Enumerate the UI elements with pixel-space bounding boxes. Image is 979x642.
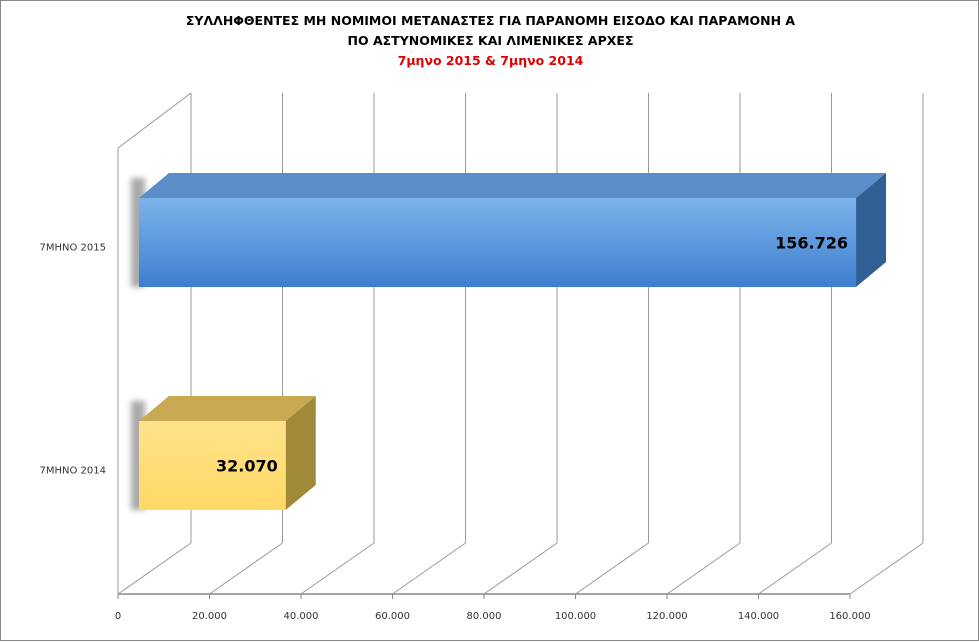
x-tick-label: 40.000 <box>284 611 319 622</box>
category-label: 7ΜΗΝΟ 2014 <box>40 466 107 477</box>
chart-title-line2: ΠΟ ΑΣΤΥΝΟΜΙΚΕΣ ΚΑΙ ΛΙΜΕΝΙΚΕΣ ΑΡΧΕΣ <box>347 33 634 48</box>
data-label: 32.070 <box>216 457 278 476</box>
x-tick-label: 140.000 <box>738 611 779 622</box>
x-tick-label: 0 <box>115 611 121 622</box>
bar-side-face <box>285 396 316 510</box>
gridline-floor <box>849 542 924 595</box>
x-tick-label: 80.000 <box>467 611 502 622</box>
gridline-floor <box>300 542 375 595</box>
gridline-floor <box>209 542 283 595</box>
x-tick-label: 120.000 <box>646 611 687 622</box>
left-wall-top <box>117 92 192 149</box>
x-tick-label: 160.000 <box>829 611 870 622</box>
gridline-floor <box>575 542 649 595</box>
bar-7μηνο-2015 <box>139 198 857 287</box>
x-tick-label: 100.000 <box>555 611 596 622</box>
x-tick-label: 20.000 <box>192 611 227 622</box>
bar-top-face <box>139 396 316 421</box>
bar-side-face <box>856 173 887 287</box>
data-label: 156.726 <box>775 234 848 253</box>
bar-top-face <box>139 173 887 198</box>
gridline-floor <box>758 542 832 595</box>
chart-title: ΣΥΛΛΗΦΘΕΝΤΕΣ ΜΗ ΝΟΜΙΜΟΙ ΜΕΤΑΝΑΣΤΕΣ ΓΙΑ Π… <box>185 13 796 28</box>
chart-subtitle: 7μηνο 2015 & 7μηνο 2014 <box>397 53 584 68</box>
gridline-floor <box>117 542 192 595</box>
category-label: 7ΜΗΝΟ 2015 <box>40 243 107 254</box>
gridline-floor <box>666 542 741 595</box>
x-tick-label: 60.000 <box>375 611 410 622</box>
gridline-floor <box>483 542 558 595</box>
bar-7μηνο-2014 <box>139 421 286 510</box>
gridline-floor <box>392 542 466 595</box>
